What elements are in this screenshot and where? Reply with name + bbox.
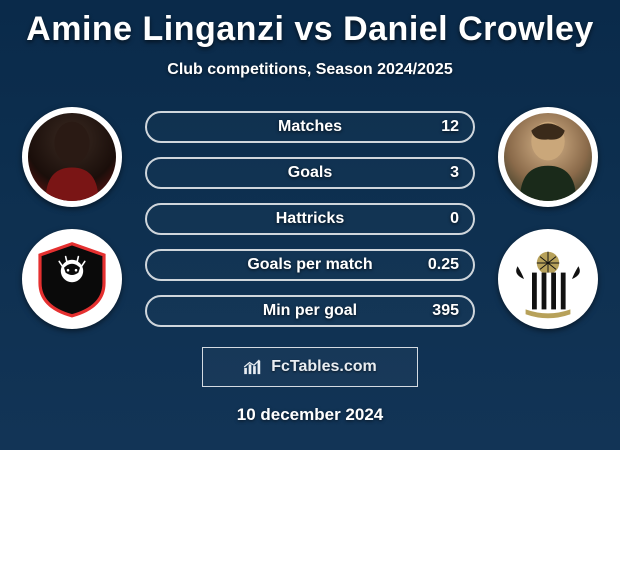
- stat-value: 0.25: [428, 256, 459, 274]
- stat-row-goals-per-match: Goals per match 0.25: [145, 249, 475, 281]
- stat-row-min-per-goal: Min per goal 395: [145, 295, 475, 327]
- stat-label: Hattricks: [276, 210, 344, 228]
- comparison-card: Amine Linganzi vs Daniel Crowley Club co…: [0, 0, 620, 450]
- player-avatar-left: [22, 107, 122, 207]
- stat-value: 12: [441, 118, 459, 136]
- subtitle: Club competitions, Season 2024/2025: [0, 61, 620, 79]
- date-label: 10 december 2024: [0, 405, 620, 425]
- stat-value: 3: [450, 164, 459, 182]
- stat-label: Min per goal: [263, 302, 357, 320]
- club-crest-left: [22, 229, 122, 329]
- player-avatar-right: [498, 107, 598, 207]
- brand-label: FcTables.com: [271, 358, 377, 376]
- body-row: Matches 12 Goals 3 Hattricks 0 Goals per…: [0, 107, 620, 329]
- stat-label: Goals: [288, 164, 332, 182]
- stat-row-hattricks: Hattricks 0: [145, 203, 475, 235]
- bar-chart-icon: [243, 359, 265, 375]
- club-crest-right: [498, 229, 598, 329]
- avatar-silhouette-icon: [28, 113, 116, 201]
- stat-label: Matches: [278, 118, 342, 136]
- stats-column: Matches 12 Goals 3 Hattricks 0 Goals per…: [145, 111, 475, 327]
- stat-value: 0: [450, 210, 459, 228]
- salford-city-crest-icon: [32, 239, 112, 319]
- page-title: Amine Linganzi vs Daniel Crowley: [0, 10, 620, 49]
- stat-row-goals: Goals 3: [145, 157, 475, 189]
- avatar-silhouette-icon: [504, 113, 592, 201]
- below-card-whitespace: [0, 450, 620, 580]
- stat-row-matches: Matches 12: [145, 111, 475, 143]
- notts-county-crest-icon: [508, 239, 588, 319]
- right-side: [493, 107, 603, 329]
- stat-value: 395: [432, 302, 459, 320]
- brand-attribution[interactable]: FcTables.com: [202, 347, 418, 387]
- left-side: [17, 107, 127, 329]
- stat-label: Goals per match: [247, 256, 372, 274]
